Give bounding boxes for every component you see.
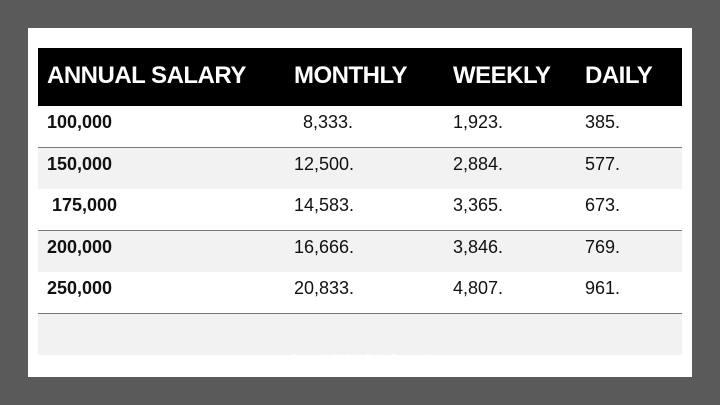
slide: ANNUAL SALARY MONTHLY WEEKLY DAILY 100,0… xyxy=(28,28,692,377)
annual-salary-cell: 100,000 xyxy=(47,112,113,132)
table-header-row: ANNUAL SALARY MONTHLY WEEKLY DAILY xyxy=(38,48,682,106)
annual-salary-cell: 150,000 xyxy=(47,154,113,174)
monthly-cell: 16,666. xyxy=(294,237,355,257)
daily-cell: 673. xyxy=(585,195,621,215)
weekly-cell: 2,884. xyxy=(453,154,504,174)
header-monthly: MONTHLY xyxy=(294,62,407,89)
weekly-cell: 3,846. xyxy=(453,237,504,257)
monthly-cell: 8,333. xyxy=(303,112,354,132)
copyright-footer: Copyright 2025 All Rights Reserved xyxy=(292,353,428,362)
daily-cell: 577. xyxy=(585,154,621,174)
weekly-cell: 1,923. xyxy=(453,112,504,132)
table-row: 250,000 20,833. 4,807. 961. xyxy=(38,272,682,314)
table-row: 175,000 14,583. 3,365. 673. xyxy=(38,189,682,231)
weekly-cell: 4,807. xyxy=(453,278,504,298)
header-weekly: WEEKLY xyxy=(453,62,551,89)
daily-cell: 961. xyxy=(585,278,621,298)
annual-salary-cell: 175,000 xyxy=(52,195,118,215)
daily-cell: 385. xyxy=(585,112,621,132)
table-row: 150,000 12,500. 2,884. 577. xyxy=(38,148,682,189)
weekly-cell: 3,365. xyxy=(453,195,504,215)
monthly-cell: 12,500. xyxy=(294,154,355,174)
table-row-empty xyxy=(38,314,682,355)
salary-table: ANNUAL SALARY MONTHLY WEEKLY DAILY 100,0… xyxy=(38,48,682,355)
table-row: 200,000 16,666. 3,846. 769. xyxy=(38,231,682,272)
table-row: 100,000 8,333. 1,923. 385. xyxy=(38,106,682,148)
daily-cell: 769. xyxy=(585,237,621,257)
monthly-cell: 14,583. xyxy=(294,195,355,215)
header-annual-salary: ANNUAL SALARY xyxy=(47,62,246,89)
annual-salary-cell: 250,000 xyxy=(47,278,113,298)
annual-salary-cell: 200,000 xyxy=(47,237,113,257)
monthly-cell: 20,833. xyxy=(294,278,355,298)
header-daily: DAILY xyxy=(585,62,653,89)
